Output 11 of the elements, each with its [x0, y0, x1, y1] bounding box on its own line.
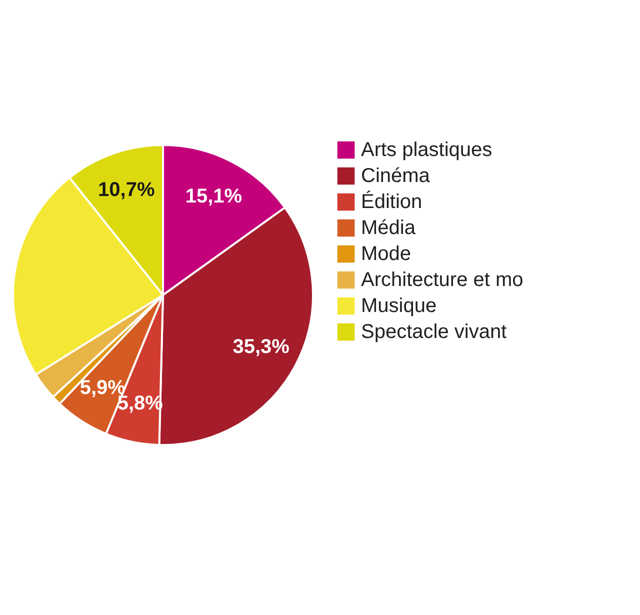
legend-label: Édition — [361, 190, 422, 213]
data-label: 15,1% — [185, 185, 242, 208]
legend-label: Cinéma — [361, 165, 431, 187]
legend-label: Média — [361, 217, 416, 239]
legend-label: Arts plastiques — [361, 139, 492, 161]
legend-label: Architecture et mo — [361, 269, 524, 291]
data-label: 10,7% — [98, 179, 155, 202]
data-label: 35,3% — [232, 336, 290, 358]
legend-label: Musique — [361, 295, 437, 317]
legend-label: Spectacle vivant — [361, 321, 508, 343]
legend-label: Mode — [361, 243, 412, 265]
